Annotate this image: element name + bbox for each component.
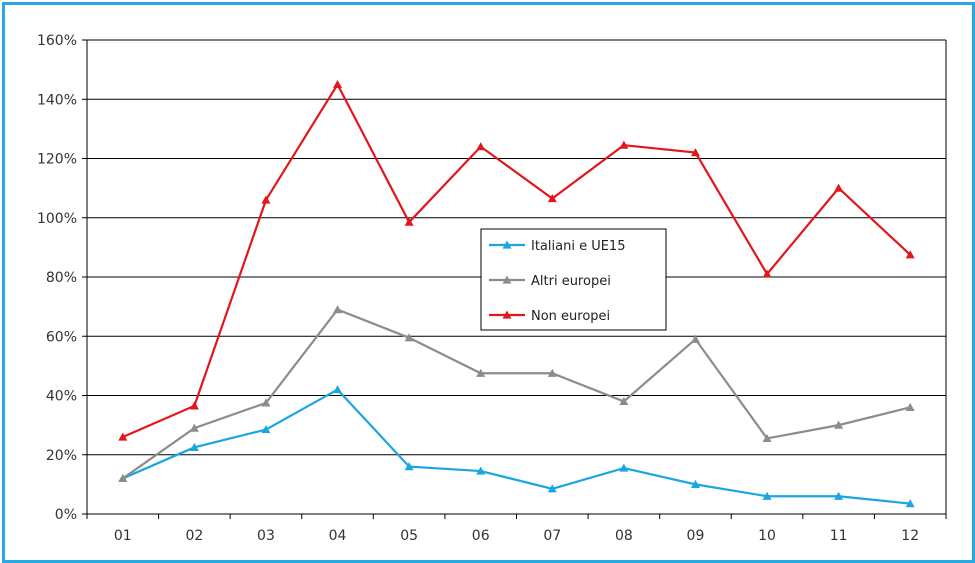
series-line: [122, 388, 911, 505]
data-point: [118, 473, 128, 483]
y-tick-label: 0%: [55, 507, 77, 523]
x-tick-label: 09: [687, 528, 705, 544]
y-tick-label: 120%: [37, 152, 77, 168]
x-tick-label: 03: [257, 528, 275, 544]
series-lines: [118, 79, 915, 508]
legend-item: Italiani e UE15: [489, 239, 625, 254]
data-point: [762, 491, 772, 500]
x-tick-label: 10: [758, 528, 776, 544]
series-altri-europei: [118, 305, 915, 483]
y-tick-label: 20%: [46, 448, 77, 464]
x-tick-label: 05: [400, 528, 418, 544]
data-point: [476, 368, 486, 377]
y-tick-label: 140%: [37, 92, 77, 108]
y-tick-label: 40%: [46, 389, 77, 405]
legend-label: Altri europei: [531, 274, 611, 289]
data-point: [690, 148, 700, 157]
series-line: [122, 82, 911, 438]
x-tick-label: 07: [543, 528, 561, 544]
data-point: [404, 217, 414, 226]
data-point: [905, 402, 915, 411]
data-point: [619, 463, 629, 472]
data-point: [261, 195, 271, 204]
data-point: [834, 491, 844, 500]
x-tick-label: 02: [185, 528, 203, 544]
y-tick-label: 160%: [37, 33, 77, 49]
x-tick-label: 08: [615, 528, 633, 544]
y-axis-ticks: 0% 20% 40% 60% 80% 100% 120% 140% 160%: [37, 33, 87, 523]
data-point: [619, 396, 629, 406]
legend-marker: [502, 240, 512, 249]
legend: Italiani e UE15 Altri europei Non europei: [480, 228, 667, 331]
legend-marker: [502, 275, 512, 284]
x-tick-label: 04: [329, 528, 347, 544]
data-point: [690, 334, 700, 343]
x-tick-label: 11: [830, 528, 848, 544]
x-tick-label: 01: [114, 528, 132, 544]
data-point: [333, 305, 343, 314]
data-point: [476, 466, 486, 475]
data-point: [404, 462, 414, 471]
legend-label: Italiani e UE15: [531, 239, 625, 254]
series-italiani-e-ue15: [118, 385, 915, 508]
data-point: [261, 425, 271, 434]
data-point: [547, 193, 557, 203]
data-point: [261, 398, 271, 407]
series-line: [122, 308, 911, 480]
data-point: [905, 499, 915, 508]
data-point: [189, 401, 199, 410]
y-tick-label: 80%: [46, 270, 77, 286]
data-point: [905, 250, 915, 259]
data-point: [189, 442, 199, 451]
data-point: [547, 484, 557, 493]
legend-label: Non europei: [531, 309, 610, 324]
data-point: [476, 142, 486, 151]
data-point: [762, 269, 772, 278]
x-axis-ticks: 01 02 03 04 05 06 07 08 09 10 11 12: [86, 514, 947, 544]
legend-marker: [502, 310, 512, 319]
series-non-europei: [118, 79, 915, 441]
y-tick-label: 60%: [46, 329, 77, 345]
data-point: [333, 79, 343, 89]
data-point: [547, 368, 557, 377]
x-tick-label: 12: [901, 528, 919, 544]
data-point: [690, 479, 700, 488]
legend-item: Non europei: [489, 309, 610, 324]
legend-item: Altri europei: [489, 274, 611, 289]
data-point: [834, 420, 844, 429]
x-tick-label: 06: [472, 528, 490, 544]
data-point: [619, 140, 629, 149]
data-point: [762, 433, 772, 443]
data-point: [404, 333, 414, 342]
y-tick-label: 100%: [37, 211, 77, 227]
data-point: [834, 183, 844, 192]
data-point: [333, 385, 343, 394]
data-point: [189, 423, 199, 432]
data-point: [118, 432, 128, 441]
